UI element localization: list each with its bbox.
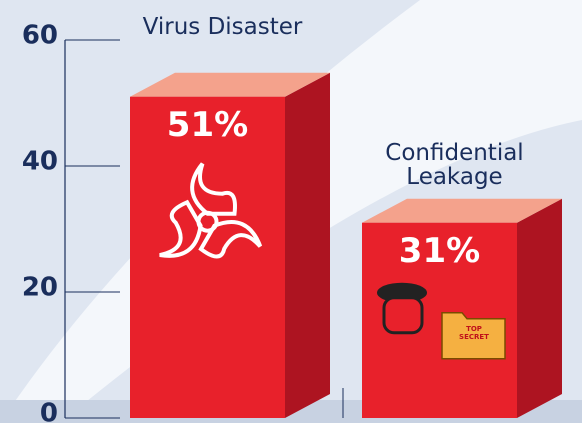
chart-canvas: 0 20 40 60 51% 31% <box>0 0 582 423</box>
value-label: 51% <box>167 105 248 145</box>
y-tick-label: 0 <box>40 399 58 423</box>
bar-side <box>517 199 562 418</box>
bar-side <box>285 73 330 418</box>
value-label: 31% <box>399 231 480 271</box>
category-label: Confidential Leakage <box>352 141 557 189</box>
category-label: Virus Disaster <box>120 15 325 39</box>
folder-text: TOP SECRET <box>456 325 492 341</box>
y-tick-label: 40 <box>22 147 58 177</box>
spy-icon <box>384 298 422 333</box>
chart: 0 20 40 60 51% 31% Virus Disaster Confidential… <box>0 0 582 423</box>
y-tick-label: 20 <box>22 273 58 303</box>
y-tick-label: 60 <box>22 21 58 51</box>
